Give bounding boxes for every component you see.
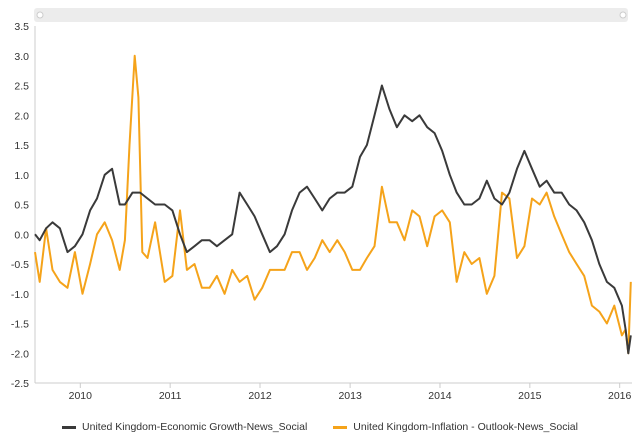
x-tick-label: 2011 — [159, 390, 182, 402]
y-tick-label: 1.0 — [14, 170, 29, 182]
y-tick-label: 2.5 — [14, 81, 29, 93]
range-navigator[interactable] — [34, 8, 628, 22]
y-tick-label: -1.5 — [11, 319, 29, 331]
legend-label-economic-growth: United Kingdom-Economic Growth-News_Soci… — [82, 421, 308, 433]
series-layer — [34, 54, 632, 355]
y-tick-label: 3.5 — [14, 21, 29, 33]
x-tick-label: 2016 — [608, 390, 632, 402]
range-handle-left[interactable] — [36, 11, 44, 19]
y-tick-label: 3.0 — [14, 51, 29, 63]
legend-swatch-inflation-outlook — [333, 425, 348, 429]
x-tick-label: 2013 — [338, 390, 362, 402]
x-tick-label: 2015 — [518, 390, 542, 402]
legend-swatch-economic-growth — [62, 425, 77, 429]
legend-label-inflation-outlook: United Kingdom-Inflation - Outlook-News_… — [353, 421, 578, 433]
x-tick-label: 2010 — [69, 390, 93, 402]
y-tick-label: -2.5 — [11, 378, 29, 390]
y-axis-ticks: 3.5 3.0 2.5 2.0 1.5 1.0 0.5 0.0 -0.5 -1.0 -1.5 -2.0… — [11, 21, 29, 390]
range-handle-right[interactable] — [619, 11, 627, 19]
legend-item-economic-growth[interactable]: United Kingdom-Economic Growth-News_Soci… — [62, 421, 307, 433]
series-line-economic-growth — [34, 84, 632, 355]
x-tick-label: 2012 — [248, 390, 272, 402]
y-tick-label: 2.0 — [14, 110, 29, 122]
line-chart: 3.5 3.0 2.5 2.0 1.5 1.0 0.5 0.0 -0.5 -1.0 -1.5 -2.0… — [11, 8, 632, 402]
y-tick-label: 0.5 — [14, 200, 29, 212]
legend-item-inflation-outlook[interactable]: United Kingdom-Inflation - Outlook-News_… — [333, 421, 578, 433]
y-tick-label: 1.5 — [14, 140, 29, 152]
y-tick-label: -2.0 — [11, 348, 29, 360]
y-tick-label: -1.0 — [11, 289, 29, 301]
x-axis-ticks: 2010 2011 2012 2013 2014 2015 2016 — [69, 383, 632, 402]
y-tick-label: -0.5 — [11, 259, 29, 271]
x-tick-label: 2014 — [428, 390, 452, 402]
legend: United Kingdom-Economic Growth-News_Soci… — [0, 417, 640, 437]
y-tick-label: 0.0 — [14, 229, 29, 241]
series-line-inflation-outlook — [34, 54, 632, 355]
